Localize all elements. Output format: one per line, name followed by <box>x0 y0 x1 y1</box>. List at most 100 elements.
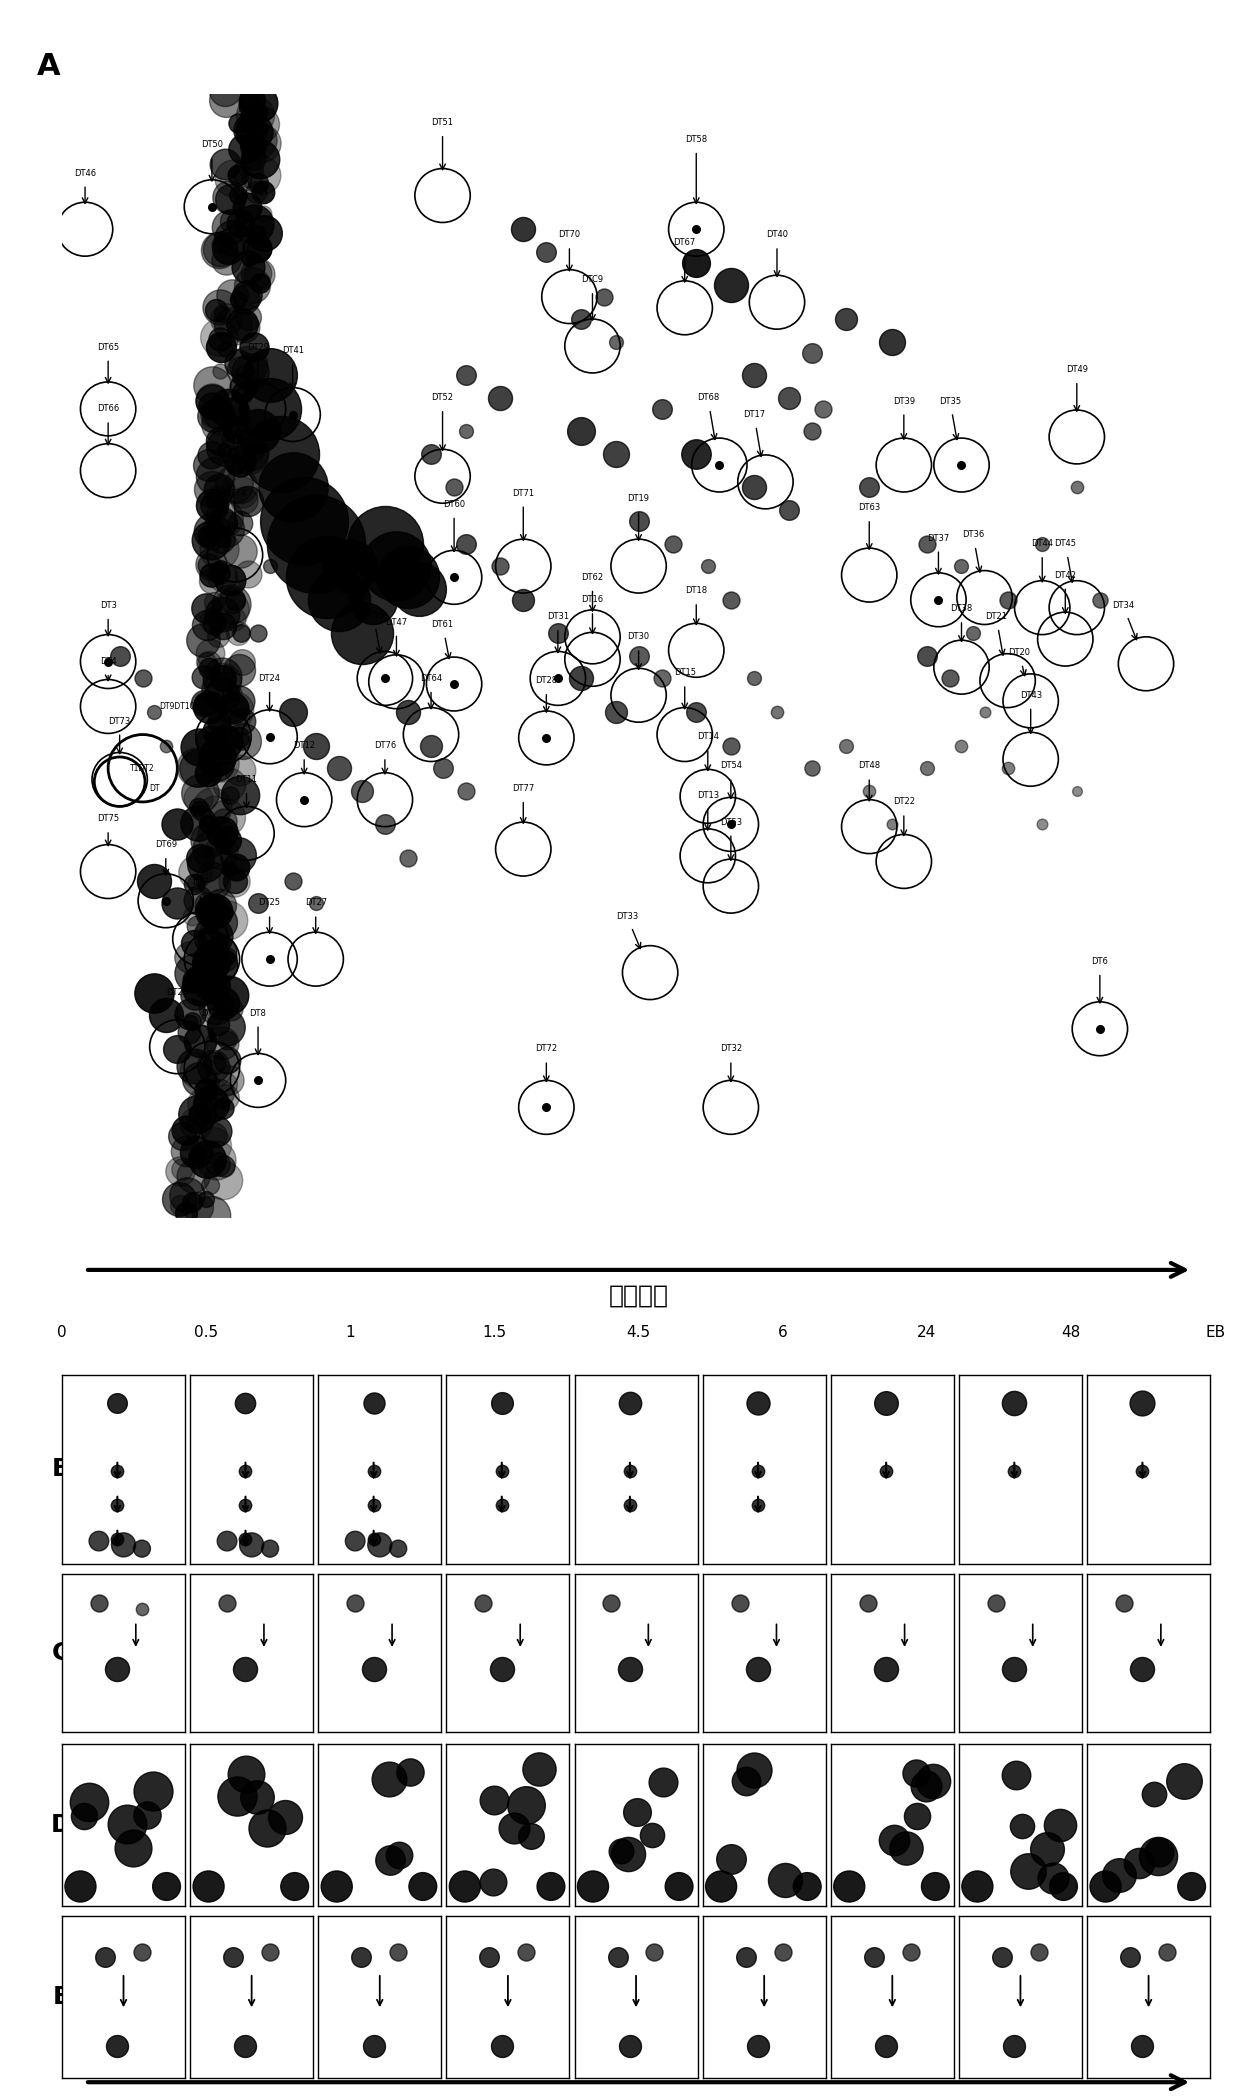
Point <box>247 256 267 290</box>
Point <box>143 1774 162 1807</box>
Text: B: B <box>52 1457 71 1482</box>
Point <box>224 395 244 428</box>
Point <box>207 714 227 747</box>
Point <box>244 115 264 149</box>
Point <box>998 584 1018 617</box>
Point <box>212 678 232 712</box>
Point <box>212 596 232 630</box>
Point <box>198 646 218 680</box>
Point <box>720 584 740 617</box>
Point <box>238 348 258 382</box>
Point <box>198 1870 218 1904</box>
Point <box>205 867 224 900</box>
Point <box>490 380 510 414</box>
Point <box>228 838 248 871</box>
Point <box>198 449 218 483</box>
Point <box>185 867 205 900</box>
Point <box>210 290 229 323</box>
Point <box>918 527 937 560</box>
Point <box>195 848 215 882</box>
Point <box>401 1755 420 1788</box>
Point <box>236 281 255 315</box>
Point <box>201 565 221 598</box>
Point <box>388 1532 408 1566</box>
Point <box>201 724 221 758</box>
Point <box>492 1652 512 1685</box>
Point <box>212 665 232 699</box>
Point <box>238 558 258 592</box>
Point <box>187 1138 207 1171</box>
Point <box>363 2030 383 2063</box>
Point <box>221 779 241 812</box>
Point <box>720 269 740 302</box>
Point <box>897 1830 916 1864</box>
Point <box>212 1026 232 1060</box>
Point <box>283 397 303 430</box>
Point <box>1012 1809 1032 1843</box>
Point <box>213 987 233 1020</box>
Point <box>629 638 649 672</box>
Point <box>285 1870 305 1904</box>
Point <box>228 617 248 651</box>
Point <box>744 470 764 504</box>
Point <box>712 1870 732 1904</box>
Text: DT52: DT52 <box>432 393 454 403</box>
Point <box>206 1144 226 1178</box>
Point <box>114 1528 134 1562</box>
Point <box>720 728 740 762</box>
Point <box>167 1033 187 1066</box>
Point <box>1066 775 1086 808</box>
Point <box>206 294 226 327</box>
Text: DT36: DT36 <box>962 531 985 539</box>
Point <box>918 751 937 785</box>
Point <box>131 1591 151 1625</box>
Point <box>215 432 234 466</box>
Point <box>248 886 268 919</box>
Point <box>211 355 231 388</box>
Point <box>259 359 279 393</box>
Point <box>198 518 218 552</box>
Point <box>1054 1870 1074 1904</box>
Point <box>224 602 244 636</box>
Point <box>198 691 218 724</box>
Point <box>202 942 222 976</box>
Point <box>229 779 249 812</box>
Point <box>516 1935 536 1969</box>
Point <box>975 695 994 728</box>
Text: DT40: DT40 <box>766 231 787 239</box>
Point <box>259 393 279 426</box>
Point <box>180 997 200 1031</box>
Point <box>197 609 217 642</box>
Point <box>200 934 219 968</box>
Point <box>218 231 238 264</box>
Point <box>181 1184 201 1217</box>
Point <box>221 563 241 596</box>
Point <box>242 84 262 118</box>
Point <box>198 756 218 789</box>
Point <box>522 1820 542 1853</box>
Point <box>485 1784 505 1818</box>
Point <box>210 321 229 355</box>
Point <box>687 212 707 246</box>
Point <box>192 1087 212 1121</box>
Point <box>294 504 314 537</box>
Point <box>1004 1455 1024 1488</box>
Point <box>217 800 237 833</box>
Point <box>670 1870 689 1904</box>
Point <box>233 724 253 758</box>
Point <box>238 191 258 225</box>
Point <box>203 1050 223 1083</box>
Point <box>272 437 291 470</box>
Point <box>779 493 799 527</box>
Point <box>190 777 210 810</box>
Point <box>156 999 176 1033</box>
Point <box>744 661 764 695</box>
Point <box>211 835 231 869</box>
Text: DT23: DT23 <box>212 672 234 680</box>
Point <box>211 233 231 267</box>
Point <box>620 1488 640 1522</box>
Text: C: C <box>52 1641 71 1665</box>
Point <box>513 212 533 246</box>
Point <box>859 470 879 504</box>
Text: DT69: DT69 <box>155 840 177 850</box>
